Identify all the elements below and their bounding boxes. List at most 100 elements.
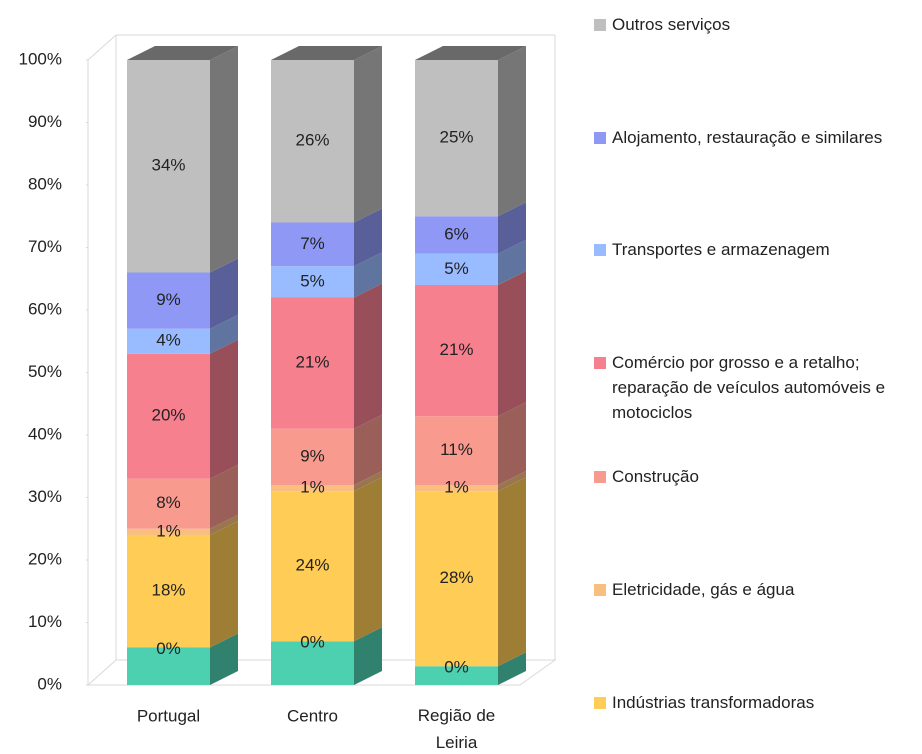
bar-segment [415, 416, 498, 485]
legend-swatch [594, 697, 606, 709]
legend-item: Eletricidade, gás e água [594, 577, 912, 602]
bar-segment [415, 216, 498, 254]
data-label: 0% [444, 658, 469, 677]
data-label: 1% [444, 478, 469, 497]
y-tick-label: 0% [37, 674, 62, 693]
legend-item: Indústrias transformadoras [594, 690, 912, 715]
data-label: 7% [300, 234, 325, 253]
bar-side [498, 652, 526, 685]
bar-segment [415, 485, 498, 492]
data-label: 6% [444, 224, 469, 243]
data-label: 0% [156, 639, 181, 658]
data-label: 4% [156, 331, 181, 350]
bar-segment [127, 647, 210, 685]
y-tick-label: 10% [28, 612, 62, 631]
legend-label: Construção [612, 467, 699, 486]
bar-segment [271, 428, 354, 485]
bar-segment [127, 272, 210, 329]
legend-label: Comércio por grosso e a retalho; reparaç… [612, 353, 886, 422]
bar-side [498, 202, 526, 254]
bar-segment [415, 285, 498, 417]
bar-side [210, 314, 238, 354]
bar-side [354, 283, 382, 429]
data-label: 11% [440, 440, 473, 459]
x-tick-line: Região de [418, 706, 496, 725]
legend-swatch [594, 471, 606, 483]
bar-top [271, 46, 382, 60]
data-label: 21% [295, 353, 329, 372]
bar-side [210, 339, 238, 479]
bar-segment [127, 478, 210, 529]
bar-segment [127, 60, 210, 273]
data-label: 18% [151, 581, 185, 600]
bar-side [498, 471, 526, 492]
legend-swatch [594, 19, 606, 31]
legend-swatch [594, 132, 606, 144]
bar-side [210, 46, 238, 273]
bar-side [210, 521, 238, 648]
bar-side [210, 514, 238, 535]
data-label: 9% [156, 290, 181, 309]
y-tick-label: 20% [28, 549, 62, 568]
bar-segment [127, 353, 210, 479]
data-label: 20% [151, 406, 185, 425]
data-label: 1% [300, 478, 325, 497]
bar-segment [271, 485, 354, 492]
bar-segment [415, 491, 498, 667]
x-tick-line: Leiria [436, 733, 478, 752]
data-label: 28% [439, 568, 473, 587]
data-label: 26% [295, 131, 329, 150]
y-tick-label: 40% [28, 424, 62, 443]
bar-side [498, 239, 526, 285]
data-label: 8% [156, 493, 181, 512]
legend-swatch [594, 244, 606, 256]
bar-side [210, 633, 238, 685]
y-tick-label: 50% [28, 362, 62, 381]
bar-segment [271, 266, 354, 298]
bar-side [354, 208, 382, 267]
bar-side [354, 414, 382, 485]
bar-side [498, 271, 526, 417]
legend-item: Construção [594, 464, 912, 489]
bar-segment [271, 641, 354, 685]
y-tick-label: 90% [28, 112, 62, 131]
x-tick-label: Região de Leiria [418, 706, 496, 752]
bar-segment [271, 491, 354, 642]
y-tick-label: 60% [28, 299, 62, 318]
legend-label: Indústrias transformadoras [612, 693, 815, 712]
data-label: 34% [151, 156, 185, 175]
bar-side [354, 627, 382, 685]
legend-label: Transportes e armazenagem [612, 240, 830, 259]
bar-side [498, 46, 526, 217]
data-label: 25% [439, 128, 473, 147]
left-wall-top [87, 34, 117, 61]
bar-segment [271, 297, 354, 429]
data-label: 24% [295, 556, 329, 575]
bar-segment [127, 535, 210, 648]
data-label: 21% [439, 340, 473, 359]
bar-top [127, 46, 238, 60]
bar-segment [271, 222, 354, 267]
data-label: 5% [444, 259, 469, 278]
data-label: 1% [156, 521, 181, 540]
data-label: 9% [300, 446, 325, 465]
bar-side [498, 402, 526, 485]
legend-item: Alojamento, restauração e similares [594, 125, 912, 150]
bar-segment [415, 253, 498, 285]
bar-side [498, 477, 526, 667]
bar-segment [271, 60, 354, 223]
bar-side [210, 258, 238, 329]
legend-label: Eletricidade, gás e água [612, 580, 795, 599]
x-tick-label: Centro [287, 706, 338, 725]
bar-side [354, 471, 382, 492]
legend-swatch [594, 357, 606, 369]
legend-label: Alojamento, restauração e similares [612, 128, 883, 147]
bar-side [354, 477, 382, 642]
bar-segment [127, 528, 210, 535]
bar-side [354, 252, 382, 298]
y-tick-label: 70% [28, 237, 62, 256]
legend-item: Comércio por grosso e a retalho; reparaç… [594, 350, 912, 425]
bar-side [210, 464, 238, 529]
